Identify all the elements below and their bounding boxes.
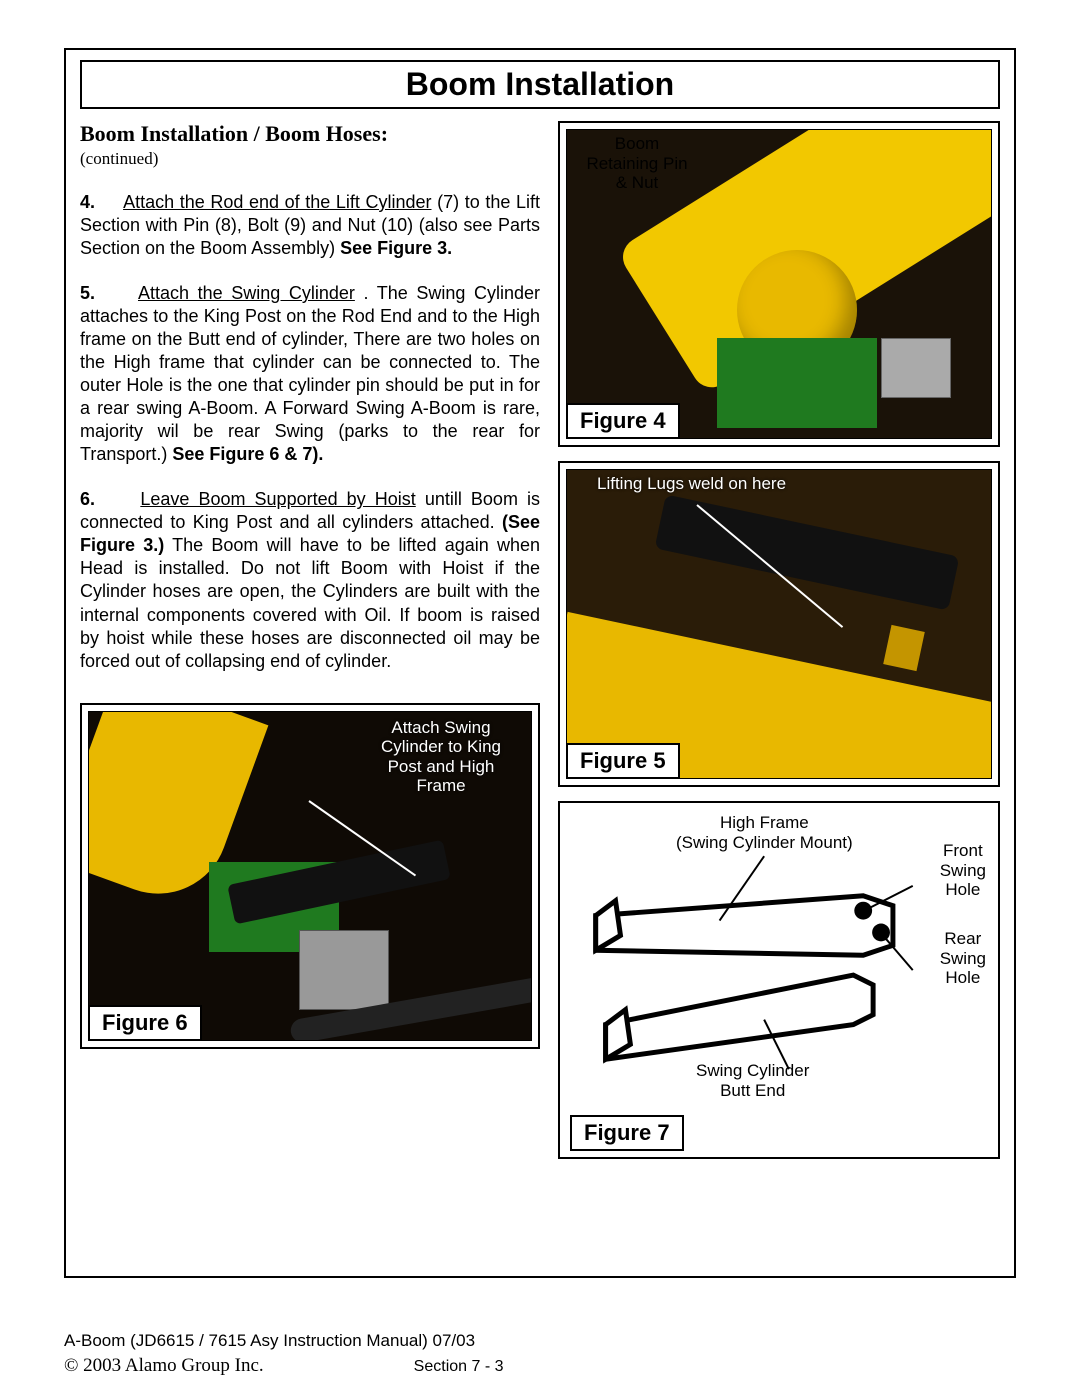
step-6-rest2: The Boom will have to be lifted again wh… [80,535,540,670]
figure-6-label: Figure 6 [88,1005,202,1041]
figure-5-label: Figure 5 [566,743,680,779]
step-5-lead: Attach the Swing Cylinder [138,283,355,303]
fig6-cylinder-shape [227,839,451,924]
fig5-cylinder-shape [655,494,960,610]
figure-6-panel: Attach SwingCylinder to KingPost and Hig… [80,703,540,1049]
figure-5-photo: Lifting Lugs weld on here [566,469,992,779]
fig7-highframe-label: High Frame(Swing Cylinder Mount) [676,813,853,852]
figure-5-callout: Lifting Lugs weld on here [597,474,786,494]
step-6: 6. Leave Boom Supported by Hoist untill … [80,488,540,672]
fig6-block-shape [299,930,389,1010]
step-4: 4. Attach the Rod end of the Lift Cylind… [80,191,540,260]
figure-7-diagram: High Frame(Swing Cylinder Mount) FrontSw… [566,809,992,1151]
fig7-front-label: FrontSwingHole [940,841,986,900]
figure-6-callout: Attach SwingCylinder to KingPost and Hig… [361,718,521,796]
page-title-box: Boom Installation [80,60,1000,109]
step-5: 5. Attach the Swing Cylinder . The Swing… [80,282,540,466]
figure-4-photo: BoomRetaining Pin& Nut [566,129,992,439]
page-footer: A-Boom (JD6615 / 7615 Asy Instruction Ma… [64,1331,1016,1377]
figure-6-photo: Attach SwingCylinder to KingPost and Hig… [88,711,532,1041]
page-frame: Boom Installation Boom Installation / Bo… [64,48,1016,1278]
step-6-lead: Leave Boom Supported by Hoist [140,489,415,509]
fig7-butt-label: Swing CylinderButt End [696,1061,809,1100]
fig7-rear-label: RearSwingHole [940,929,986,988]
figure-4-label: Figure 4 [566,403,680,439]
step-5-bold: See Figure 6 & 7). [172,444,323,464]
figure-4-callout: BoomRetaining Pin& Nut [577,134,697,193]
step-4-bold: See Figure 3. [340,238,452,258]
step-6-num: 6. [80,489,95,509]
step-5-num: 5. [80,283,95,303]
footer-manual-ref: A-Boom (JD6615 / 7615 Asy Instruction Ma… [64,1331,1016,1351]
figure-7-label: Figure 7 [570,1115,684,1151]
content-columns: Boom Installation / Boom Hoses: (continu… [66,109,1014,1159]
fig5-lug-shape [883,625,925,671]
figure-4-panel: BoomRetaining Pin& Nut Figure 4 [558,121,1000,447]
section-heading: Boom Installation / Boom Hoses: [80,121,540,147]
left-column: Boom Installation / Boom Hoses: (continu… [80,121,540,1159]
figure-7-panel: High Frame(Swing Cylinder Mount) FrontSw… [558,801,1000,1159]
footer-copyright: © 2003 Alamo Group Inc. [64,1355,264,1377]
continued-label: (continued) [80,149,540,169]
step-4-num: 4. [80,192,95,212]
page-title: Boom Installation [406,66,674,102]
right-column: BoomRetaining Pin& Nut Figure 4 Lifting … [558,121,1000,1159]
fig4-green-shape [717,338,877,428]
step-5-rest: . The Swing Cylinder attaches to the Kin… [80,283,540,464]
step-4-lead: Attach the Rod end of the Lift Cylinder [123,192,431,212]
fig4-silver-shape [881,338,951,398]
footer-section: Section 7 - 3 [414,1358,504,1376]
figure-5-panel: Lifting Lugs weld on here Figure 5 [558,461,1000,787]
